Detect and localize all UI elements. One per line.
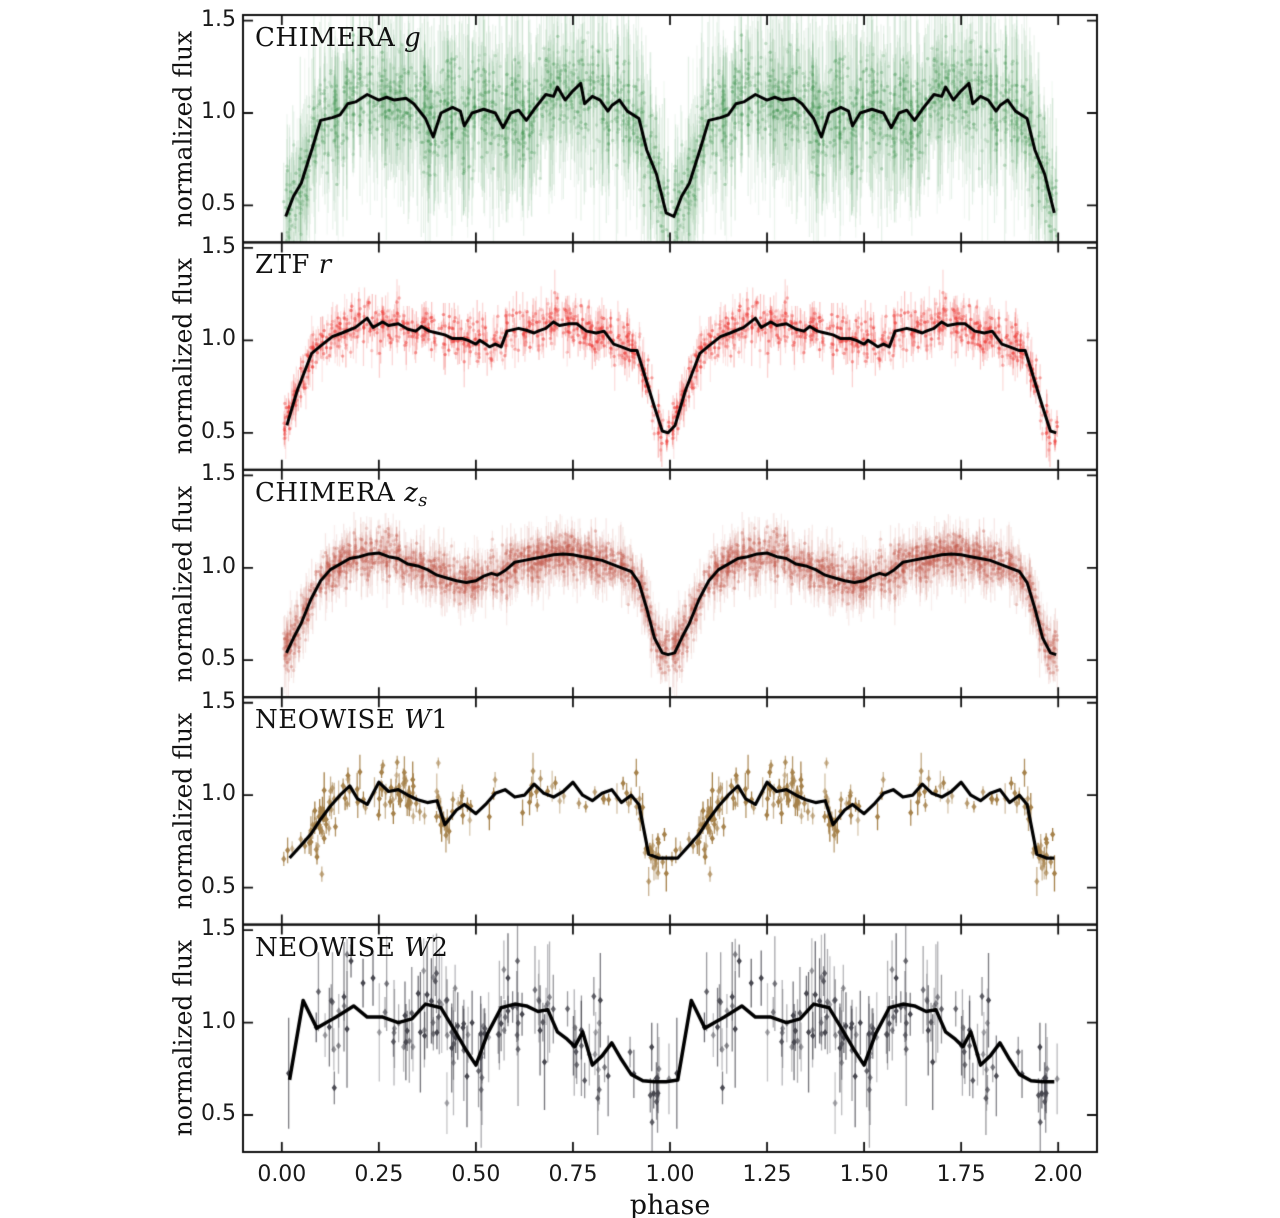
light-curve-canvas (0, 0, 1280, 1218)
light-curve-figure: phase CHIMERA g 1.5 1.0 0.5 normalized flux Z… (0, 0, 1280, 1218)
